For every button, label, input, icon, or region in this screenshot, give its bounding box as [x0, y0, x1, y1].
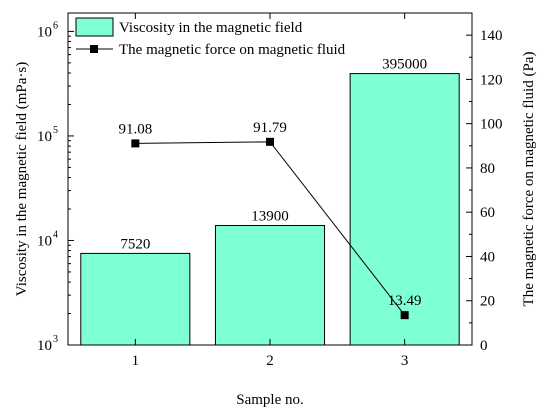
right-tick-label: 100 [480, 117, 503, 133]
bar [80, 252, 191, 346]
legend-bar-swatch [75, 17, 114, 37]
legend-line-label: The magnetic force on magnetic fluid [119, 42, 346, 58]
right-tick-label: 20 [480, 294, 495, 310]
right-tick-label: 40 [480, 249, 495, 265]
x-axis-label: Sample no. [236, 392, 304, 408]
force-point [400, 311, 409, 320]
bars-layer: 7520 13900 395000 [80, 57, 460, 346]
line-layer: 91.08 91.79 13.49 [118, 120, 422, 320]
left-tick-exponent: 5 [53, 125, 58, 136]
left-tick-label: 10 [37, 338, 52, 354]
force-value-label: 91.08 [118, 121, 152, 137]
x-tick-label: 1 [132, 353, 140, 369]
force-value-label: 13.49 [388, 293, 422, 309]
legend-line-marker [90, 45, 98, 53]
left-tick-label: 10 [37, 129, 52, 145]
bar [214, 225, 326, 346]
left-tick-label: 10 [37, 233, 52, 249]
right-tick-label: 140 [480, 28, 503, 44]
bar-value-label: 7520 [120, 236, 150, 252]
force-point [131, 139, 140, 148]
legend-bar-label: Viscosity in the magnetic field [119, 20, 303, 36]
legend: Viscosity in the magnetic field The magn… [75, 17, 346, 58]
bar-value-label: 395000 [382, 57, 427, 73]
x-tick-label: 2 [266, 353, 274, 369]
right-axis-label: The magnetic force on magnetic fluid (Pa… [521, 52, 537, 307]
left-tick-exponent: 3 [53, 334, 58, 345]
right-tick-label: 80 [480, 161, 495, 177]
bar-value-label: 13900 [251, 209, 289, 225]
right-tick-label: 0 [480, 338, 488, 354]
left-tick-exponent: 6 [53, 20, 58, 31]
right-tick-label: 60 [480, 205, 495, 221]
right-tick-label: 120 [480, 72, 503, 88]
force-point [266, 137, 274, 146]
x-tick-label: 3 [401, 353, 409, 369]
left-tick-exponent: 4 [53, 229, 58, 240]
force-value-label: 91.79 [253, 120, 287, 136]
left-axis-label: Viscosity in the magnetic field (mPa·s) [14, 62, 30, 296]
left-tick-label: 10 [37, 24, 52, 40]
